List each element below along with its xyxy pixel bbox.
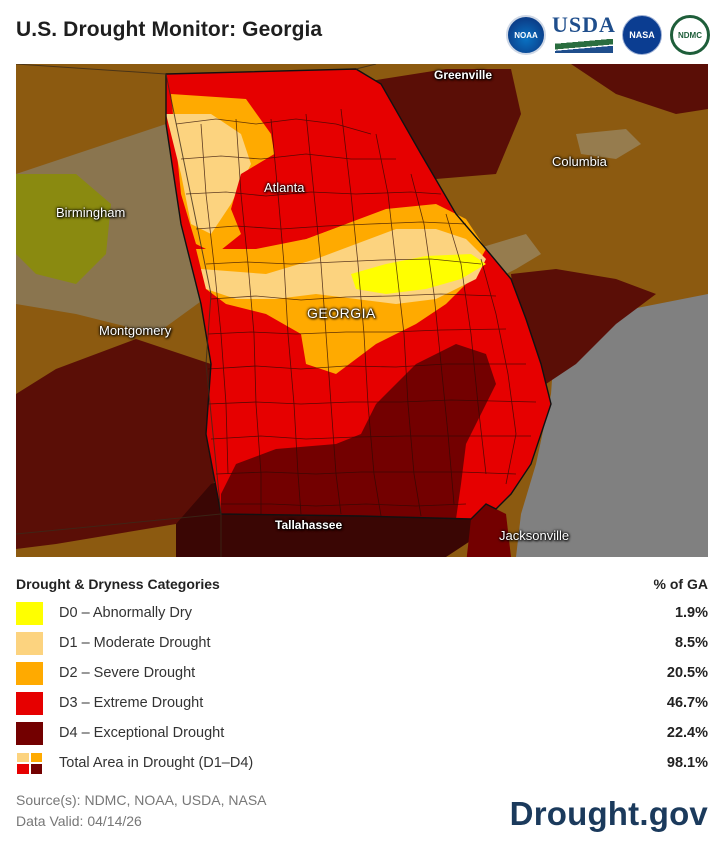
swatch-total (16, 752, 43, 775)
label-greenville: Greenville (434, 68, 493, 82)
legend-row-total: Total Area in Drought (D1–D4) 98.1% (16, 748, 708, 778)
swatch-total-d1 (17, 752, 29, 762)
usda-logo-stripes (555, 39, 613, 53)
georgia-d0-region (351, 254, 486, 294)
georgia-d4-southeast (221, 344, 496, 519)
legend-pct-d0: 1.9% (674, 605, 708, 621)
legend-row-d0: D0 – Abnormally Dry 1.9% (16, 598, 708, 628)
swatch-total-d3 (17, 764, 29, 774)
sc-light-patch (576, 129, 641, 159)
noaa-logo[interactable]: NOAA (506, 15, 546, 55)
partner-logos: NOAA USDA NASA NDMC (506, 12, 710, 58)
usda-logo-text: USDA (552, 12, 616, 37)
legend-pct-d3: 46.7% (666, 695, 708, 711)
swatch-d2 (16, 661, 43, 685)
page-title: U.S. Drought Monitor: Georgia (16, 18, 323, 41)
legend-heading: Drought & Dryness Categories (16, 576, 220, 592)
label-tallahassee: Tallahassee (275, 518, 343, 532)
header: U.S. Drought Monitor: Georgia NOAA USDA … (0, 0, 724, 64)
footer: Source(s): NDMC, NOAA, USDA, NASA Data V… (16, 790, 267, 832)
noaa-logo-text: NOAA (514, 30, 538, 40)
ndmc-logo-text: NDMC (678, 30, 702, 40)
legend-label-d0: D0 – Abnormally Dry (59, 605, 192, 621)
legend-pct-d2: 20.5% (666, 665, 708, 681)
legend-row-d4: D4 – Exceptional Drought 22.4% (16, 718, 708, 748)
county-boundaries (175, 108, 537, 517)
swatch-total-d2 (30, 752, 42, 762)
nc-d4-region (571, 64, 708, 114)
alabama-d4-region (16, 339, 226, 549)
sc-coast-d4-region (511, 269, 656, 384)
georgia-d1-northwest (166, 114, 251, 234)
legend-row-d2: D2 – Severe Drought 20.5% (16, 658, 708, 688)
swatch-d0 (16, 601, 43, 625)
georgia-d4-coast (466, 504, 511, 557)
label-atlanta: Atlanta (264, 180, 305, 195)
swatch-d4 (16, 721, 43, 745)
source-text: Source(s): NDMC, NOAA, USDA, NASA (16, 792, 267, 808)
label-georgia: GEORGIA (307, 305, 376, 321)
legend-pct-total: 98.1% (666, 755, 708, 771)
legend-pct-heading: % of GA (653, 576, 708, 592)
legend-label-d4: D4 – Exceptional Drought (59, 725, 225, 741)
label-columbia: Columbia (552, 154, 607, 169)
nasa-logo-text: NASA (629, 30, 655, 40)
legend-row-d1: D1 – Moderate Drought 8.5% (16, 628, 708, 658)
swatch-d1 (16, 631, 43, 655)
legend-label-d2: D2 – Severe Drought (59, 665, 196, 681)
label-jacksonville: Jacksonville (499, 528, 570, 543)
legend: Drought & Dryness Categories % of GA D0 … (16, 570, 708, 778)
legend-pct-d1: 8.5% (674, 635, 708, 651)
legend-label-d3: D3 – Extreme Drought (59, 695, 204, 711)
drought-map[interactable]: Greenville Columbia Atlanta Birmingham G… (16, 64, 708, 557)
legend-label-d1: D1 – Moderate Drought (59, 635, 211, 651)
legend-pct-d4: 22.4% (666, 725, 708, 741)
data-valid-text: Data Valid: 04/14/26 (16, 813, 142, 829)
ndmc-logo[interactable]: NDMC (670, 15, 710, 55)
swatch-total-d4 (30, 764, 42, 774)
usda-logo[interactable]: USDA (552, 12, 616, 56)
atlanta-d3-region (231, 144, 371, 244)
nasa-logo[interactable]: NASA (622, 15, 662, 55)
swatch-d3 (16, 691, 43, 715)
state-borders (16, 64, 377, 557)
label-birmingham: Birmingham (56, 205, 126, 220)
label-montgomery: Montgomery (99, 323, 172, 338)
legend-label-total: Total Area in Drought (D1–D4) (59, 755, 254, 771)
alabama-d0-patch (16, 174, 111, 284)
legend-row-d3: D3 – Extreme Drought 46.7% (16, 688, 708, 718)
legend-header: Drought & Dryness Categories % of GA (16, 570, 708, 598)
drought-map-svg (16, 64, 708, 557)
drought-gov-brand[interactable]: Drought.gov (509, 795, 708, 832)
